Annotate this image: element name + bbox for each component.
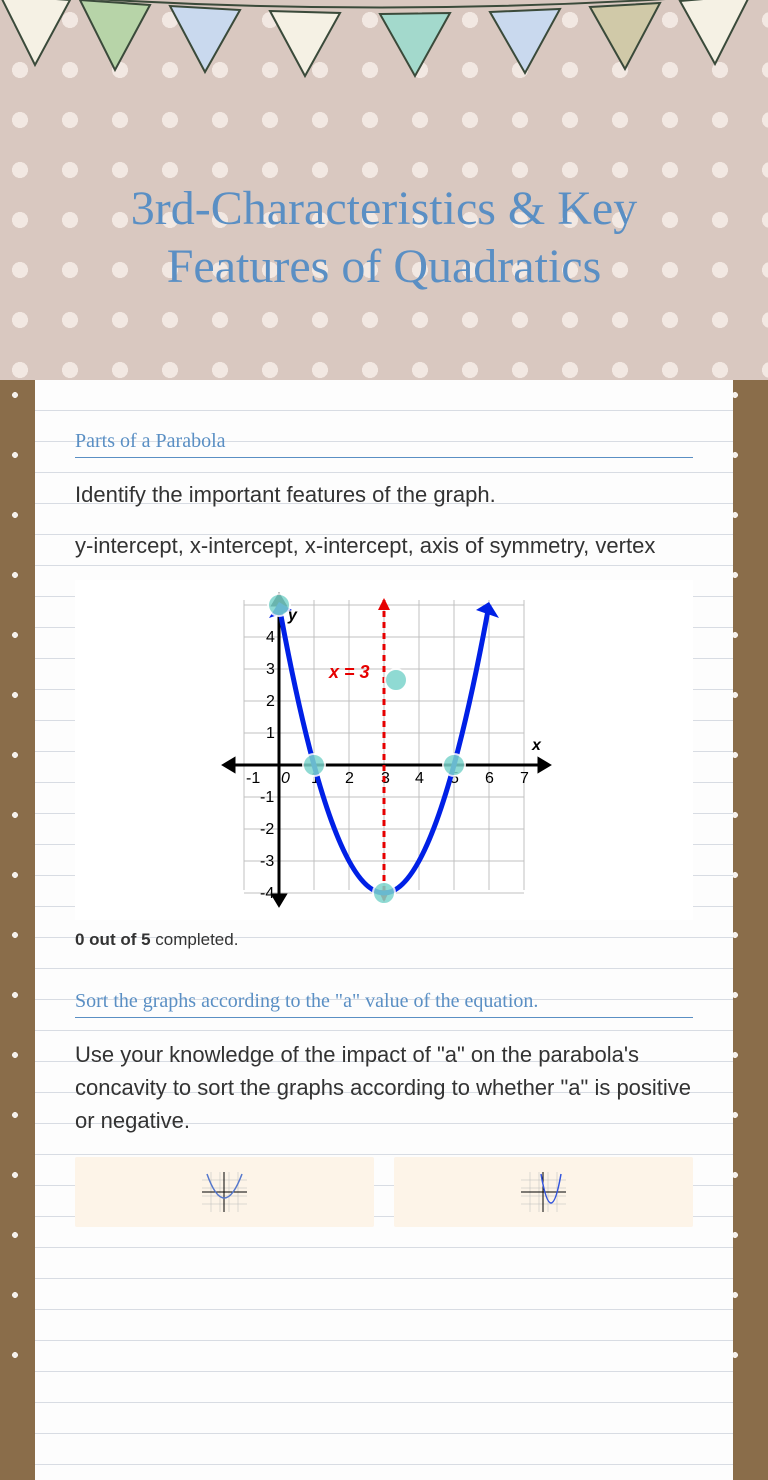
svg-text:2: 2 (345, 770, 354, 787)
page-title: 3rd-Characteristics & Key Features of Qu… (0, 180, 768, 295)
sort-card-2[interactable] (394, 1157, 693, 1227)
sort-card-1[interactable] (75, 1157, 374, 1227)
mini-graph-icon (521, 1172, 566, 1212)
svg-text:3: 3 (266, 661, 275, 678)
content-card: Parts of a Parabola Identify the importa… (35, 380, 733, 1480)
svg-text:x: x (531, 737, 542, 754)
svg-text:7: 7 (520, 770, 529, 787)
header: 3rd-Characteristics & Key Features of Qu… (0, 0, 768, 380)
progress-text: 0 out of 5 completed. (75, 930, 693, 950)
svg-text:-1: -1 (260, 789, 274, 806)
svg-text:1: 1 (266, 725, 275, 742)
svg-text:-3: -3 (260, 853, 274, 870)
section2-title: Sort the graphs according to the "a" val… (75, 990, 693, 1018)
svg-text:6: 6 (485, 770, 494, 787)
symmetry-label: x = 3 (328, 662, 370, 682)
section1-title: Parts of a Parabola (75, 430, 693, 458)
section1-features: y-intercept, x-intercept, x-intercept, a… (75, 529, 693, 562)
section1-instruction: Identify the important features of the g… (75, 478, 693, 511)
parabola-graph-container[interactable]: -10 12 34 567 -1-2-3-4 1234 y x x = 3 (75, 580, 693, 920)
parabola-chart[interactable]: -10 12 34 567 -1-2-3-4 1234 y x x = 3 (184, 590, 584, 910)
svg-text:4: 4 (415, 770, 424, 787)
svg-text:0: 0 (281, 770, 290, 787)
svg-text:-1: -1 (246, 770, 260, 787)
sort-row (75, 1157, 693, 1227)
bunting-decoration (0, 0, 768, 80)
section2-instruction: Use your knowledge of the impact of "a" … (75, 1038, 693, 1137)
svg-text:-4: -4 (260, 885, 274, 902)
svg-text:-2: -2 (260, 821, 274, 838)
svg-text:2: 2 (266, 693, 275, 710)
mini-graph-icon (202, 1172, 247, 1212)
svg-text:4: 4 (266, 629, 275, 646)
